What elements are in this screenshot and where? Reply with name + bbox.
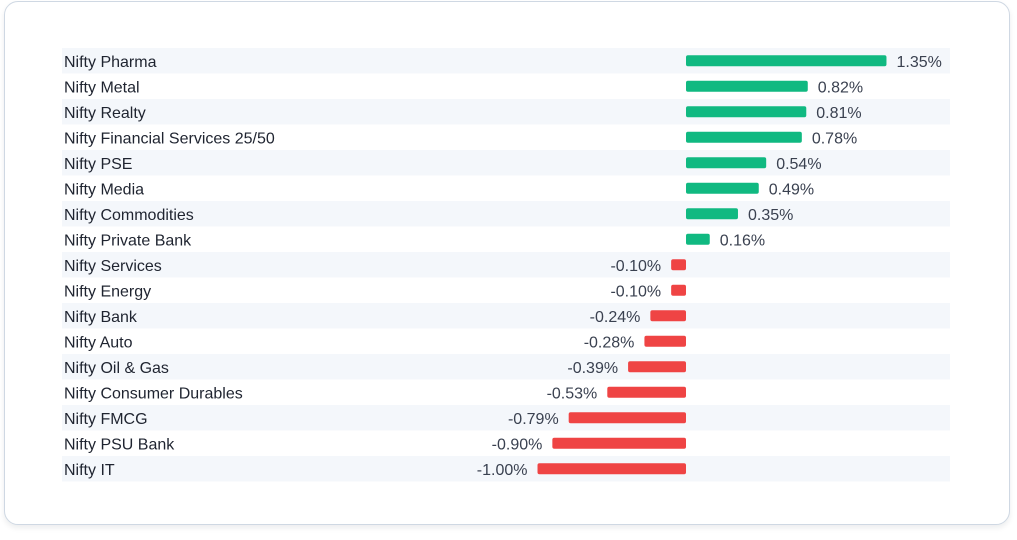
value-label: 0.35% — [748, 207, 793, 224]
row-stripe — [62, 252, 950, 278]
bar — [552, 437, 686, 449]
bar — [650, 310, 686, 322]
bar — [537, 463, 686, 475]
row-stripe — [62, 405, 950, 431]
row-stripe — [62, 150, 950, 176]
value-label: -1.00% — [477, 462, 528, 479]
bar — [644, 335, 686, 347]
bar — [686, 131, 802, 143]
category-label: Nifty Private Bank — [64, 232, 192, 249]
bar — [628, 361, 686, 373]
bar — [686, 80, 808, 92]
value-label: -0.10% — [610, 283, 661, 300]
bar — [686, 106, 807, 118]
value-label: 0.49% — [769, 181, 814, 198]
bar — [686, 157, 767, 169]
row-stripe — [62, 456, 950, 482]
value-labels: 1.35% 0.82% 0.81% 0.78% 0.54% 0.49% 0.35% 0.16%… — [477, 54, 942, 479]
value-label: -0.90% — [492, 436, 543, 453]
value-label: 1.35% — [896, 54, 941, 71]
category-label: Nifty Pharma — [64, 54, 157, 71]
value-label: 0.82% — [818, 79, 863, 96]
bar — [686, 233, 710, 245]
category-label: Nifty IT — [64, 462, 115, 479]
bar — [607, 386, 686, 398]
bar — [686, 182, 759, 194]
row-stripe — [62, 201, 950, 227]
category-label: Nifty PSE — [64, 156, 132, 173]
category-label: Nifty Services — [64, 258, 162, 275]
row-stripes — [62, 48, 950, 482]
bar — [568, 412, 686, 424]
bar — [671, 259, 686, 271]
category-label: Nifty Auto — [64, 334, 133, 351]
category-label: Nifty FMCG — [64, 411, 148, 428]
value-label: 0.16% — [720, 232, 765, 249]
category-label: Nifty Consumer Durables — [64, 385, 243, 402]
category-label: Nifty PSU Bank — [64, 436, 175, 453]
value-label: -0.53% — [547, 385, 598, 402]
category-label: Nifty Commodities — [64, 207, 194, 224]
category-label: Nifty Energy — [64, 283, 151, 300]
value-label: -0.39% — [567, 360, 618, 377]
category-label: Nifty Bank — [64, 309, 138, 326]
value-label: 0.54% — [776, 156, 821, 173]
value-label: -0.10% — [610, 258, 661, 275]
bar — [671, 284, 686, 296]
category-label: Nifty Realty — [64, 105, 146, 122]
value-label: -0.79% — [508, 411, 559, 428]
category-label: Nifty Oil & Gas — [64, 360, 169, 377]
category-label: Nifty Financial Services 25/50 — [64, 130, 275, 147]
category-label: Nifty Metal — [64, 79, 140, 96]
value-label: -0.24% — [590, 309, 641, 326]
row-stripe — [62, 354, 950, 380]
bar — [686, 208, 738, 220]
bars — [537, 55, 887, 475]
value-label: -0.28% — [584, 334, 635, 351]
value-label: 0.81% — [816, 105, 861, 122]
category-labels: Nifty Pharma Nifty Metal Nifty Realty Nifty… — [64, 54, 275, 479]
category-label: Nifty Media — [64, 181, 144, 198]
row-stripe — [62, 303, 950, 329]
value-label: 0.78% — [812, 130, 857, 147]
bar — [686, 55, 887, 67]
